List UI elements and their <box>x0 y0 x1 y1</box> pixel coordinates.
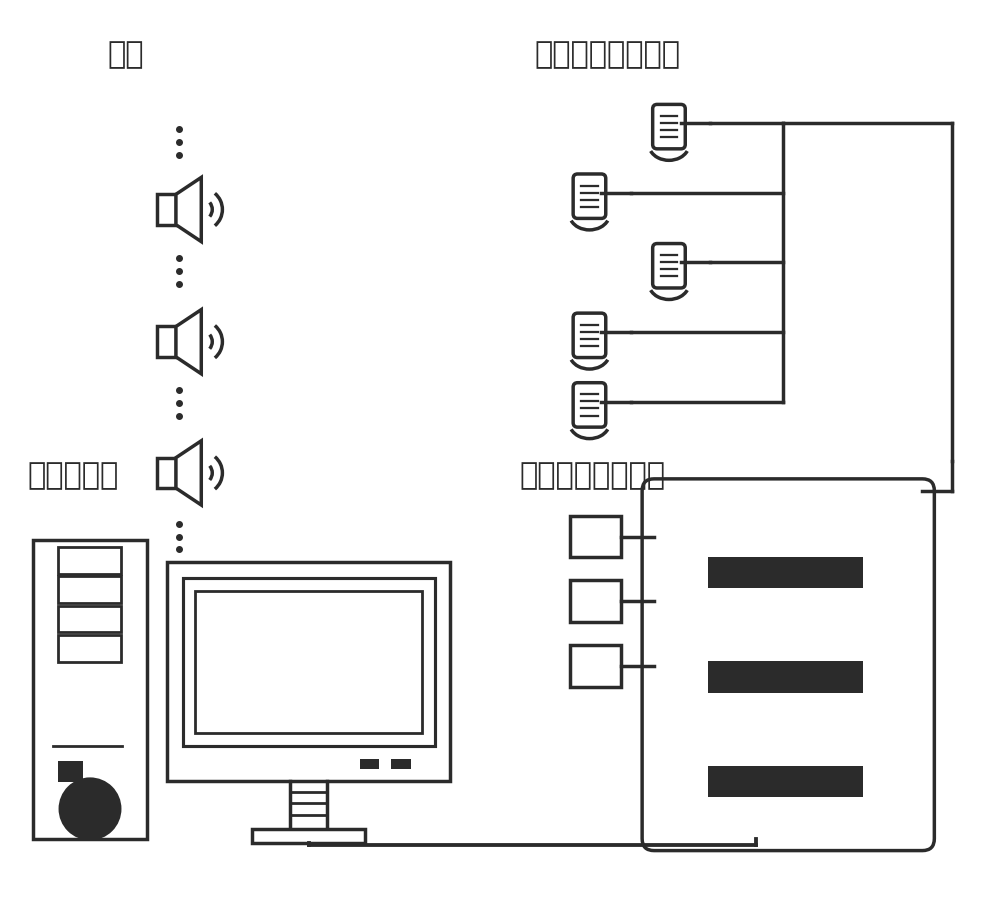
Bar <box>58 761 83 782</box>
Bar <box>570 516 621 557</box>
FancyBboxPatch shape <box>642 478 934 851</box>
Polygon shape <box>176 310 201 373</box>
Bar <box>391 759 411 769</box>
Circle shape <box>60 779 120 838</box>
Bar <box>58 576 121 603</box>
FancyBboxPatch shape <box>653 104 685 149</box>
Bar <box>58 547 121 573</box>
Bar <box>195 591 422 733</box>
Bar <box>708 766 863 797</box>
FancyBboxPatch shape <box>653 244 685 288</box>
Text: 数据处理器: 数据处理器 <box>28 461 119 490</box>
Bar <box>570 581 621 622</box>
Bar <box>157 327 176 357</box>
Bar <box>708 557 863 588</box>
Polygon shape <box>176 441 201 505</box>
Bar <box>167 562 450 781</box>
Text: 声源: 声源 <box>107 40 144 69</box>
FancyBboxPatch shape <box>573 174 606 218</box>
Bar <box>183 578 435 746</box>
Bar <box>570 645 621 687</box>
Bar <box>58 605 121 633</box>
Bar <box>33 540 147 839</box>
FancyBboxPatch shape <box>573 313 606 358</box>
Bar <box>58 635 121 662</box>
Bar <box>157 194 176 225</box>
Polygon shape <box>176 177 201 242</box>
Bar <box>157 457 176 488</box>
Bar <box>708 661 863 693</box>
Text: 多通道数据采集器: 多通道数据采集器 <box>520 461 666 490</box>
Bar <box>360 759 379 769</box>
FancyBboxPatch shape <box>573 383 606 427</box>
Text: 麦克风阵列传感器: 麦克风阵列传感器 <box>535 40 681 69</box>
Bar <box>252 829 365 844</box>
